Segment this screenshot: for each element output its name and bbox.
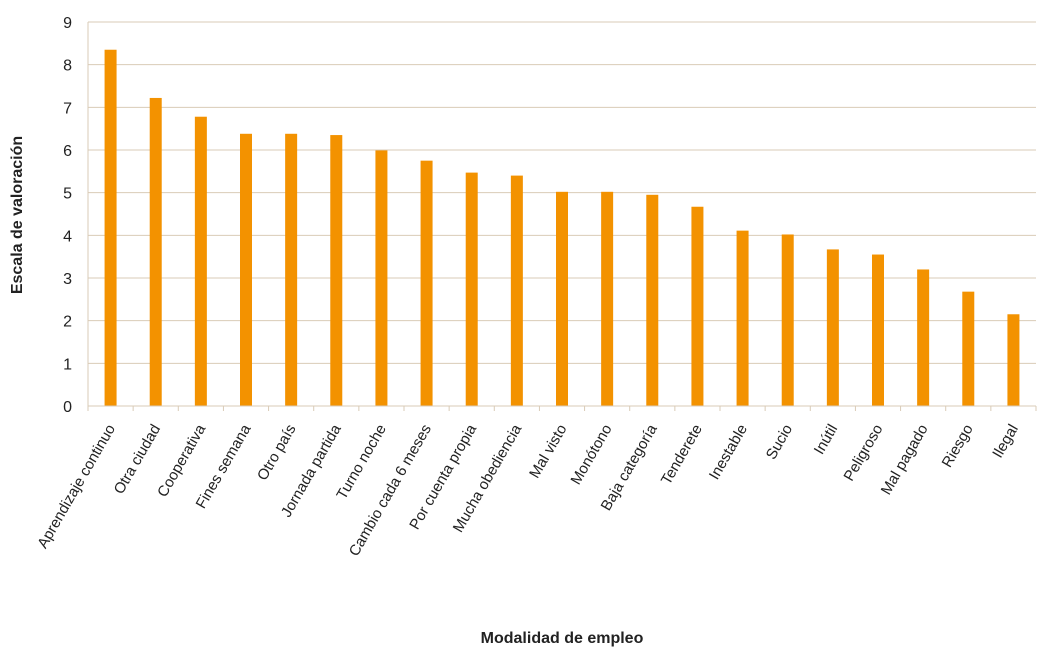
- y-tick-label: 0: [63, 399, 72, 416]
- bar: [917, 269, 930, 406]
- bar: [330, 135, 343, 407]
- x-tick-label: Peligroso: [840, 422, 886, 485]
- bar: [149, 97, 162, 407]
- x-tick-label: Inútil: [811, 422, 842, 458]
- bar: [240, 133, 252, 406]
- x-tick-label: Mal pagado: [878, 422, 932, 498]
- bar: [691, 206, 704, 406]
- x-tick-label: Cambio cada 6 meses: [346, 421, 435, 559]
- x-tick-label: Aprendizaje continuo: [34, 422, 119, 552]
- x-tick-label: Otra ciudad: [111, 422, 164, 498]
- x-tick-label: Monótono: [568, 422, 616, 488]
- axes: [87, 22, 1037, 411]
- y-tick-label: 4: [63, 228, 72, 245]
- y-tick-label: 8: [63, 58, 72, 75]
- y-tick-label: 6: [63, 143, 72, 160]
- bar: [1007, 314, 1020, 406]
- bar: [510, 175, 523, 406]
- bar: [872, 254, 884, 406]
- y-tick-labels: 0 1 2 3 4 5 6 7 8 9: [63, 15, 72, 416]
- x-tick-label: Riesgo: [939, 422, 977, 471]
- bar: [556, 191, 568, 406]
- bar: [104, 49, 117, 406]
- bar: [826, 249, 839, 406]
- bar: [646, 194, 659, 406]
- y-tick-label: 2: [63, 314, 72, 331]
- bar: [465, 172, 478, 406]
- bar: [781, 234, 794, 406]
- x-tick-label: Mal visto: [526, 422, 570, 482]
- bar: [601, 191, 614, 406]
- y-tick-label: 5: [63, 186, 72, 203]
- y-tick-label: 7: [63, 100, 72, 117]
- y-tick-label: 1: [63, 356, 72, 373]
- bar: [736, 230, 749, 406]
- y-axis-title: Escala de valoración: [9, 136, 26, 294]
- bar: [285, 133, 298, 406]
- x-tick-label: Tenderete: [658, 422, 706, 488]
- x-tick-label: Ilegal: [989, 422, 1022, 462]
- bar: [420, 160, 433, 406]
- bar: [962, 291, 975, 406]
- y-tick-label: 9: [63, 15, 72, 32]
- bar: [375, 150, 388, 406]
- x-tick-label: Inestable: [706, 422, 751, 483]
- y-tick-label: 3: [63, 271, 72, 288]
- x-tick-label: Sucio: [763, 422, 796, 463]
- x-axis-title: Modalidad de empleo: [481, 630, 644, 647]
- bars: [104, 49, 1020, 407]
- x-tick-label: Otro país: [254, 422, 300, 484]
- bar: [194, 116, 207, 406]
